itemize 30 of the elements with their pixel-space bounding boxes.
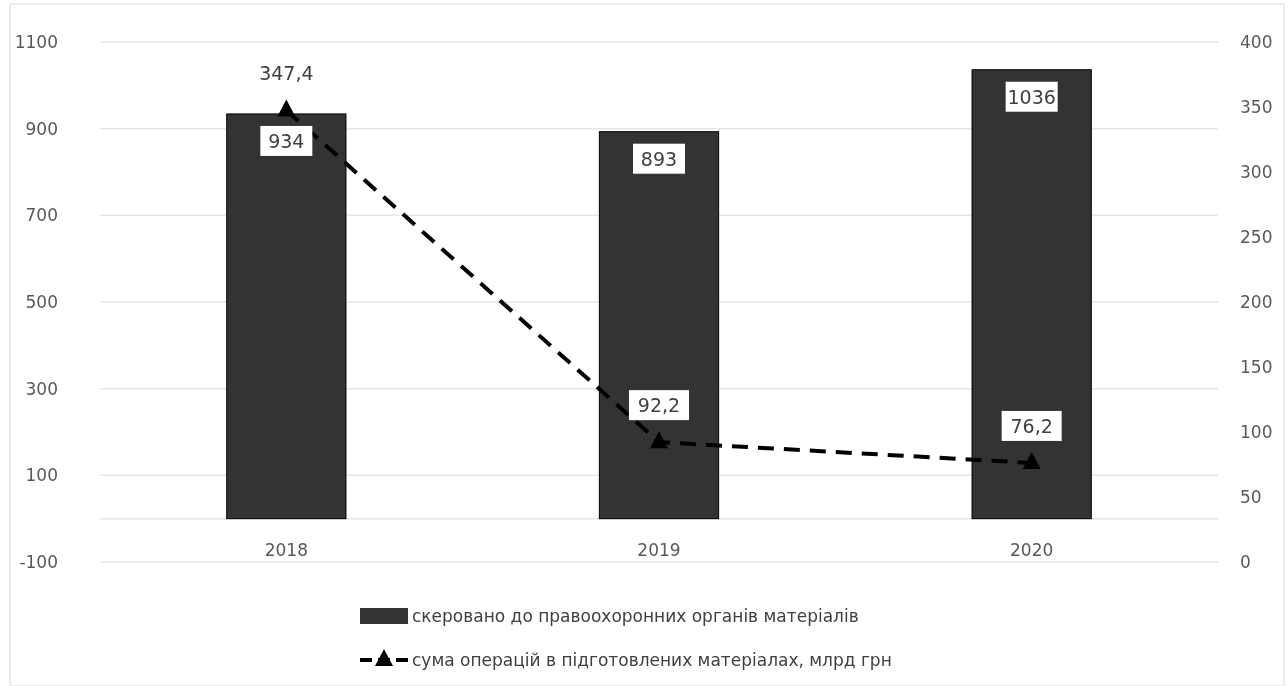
data-label: 934 <box>268 129 305 152</box>
point <box>1022 451 1041 469</box>
point <box>277 99 296 117</box>
y2-tick-label: 400 <box>1240 31 1273 52</box>
x-tick-label: 2018 <box>264 539 308 560</box>
y-tick-label: 900 <box>25 118 58 139</box>
data-label: 92,2 <box>637 394 681 417</box>
y-tick-label: 300 <box>25 378 58 399</box>
data-label: 893 <box>640 147 678 170</box>
y2-tick-label: 150 <box>1240 356 1273 377</box>
y-tick-label: 500 <box>25 291 58 312</box>
y2-tick-label: 350 <box>1240 96 1273 117</box>
legend-label: сума операцій в підготовлених матеріалах, млрд грн <box>412 649 892 670</box>
legend-label: скеровано до правоохоронних органів матеріалів <box>412 605 859 626</box>
x-tick-label: 2019 <box>637 539 681 560</box>
data-label: 347,4 <box>259 62 314 85</box>
y2-tick-label: 250 <box>1240 226 1273 247</box>
x-tick-label: 2020 <box>1010 539 1054 560</box>
y-tick-label: -100 <box>19 551 58 572</box>
y-tick-label: 100 <box>25 465 58 486</box>
y2-tick-label: 200 <box>1240 291 1273 312</box>
y2-tick-label: 100 <box>1240 421 1273 442</box>
y-tick-label: 700 <box>25 205 58 226</box>
data-label: 1036 <box>1007 85 1056 108</box>
y-tick-label: 1100 <box>14 31 58 52</box>
y2-tick-label: 300 <box>1240 161 1273 182</box>
point <box>650 431 668 449</box>
y2-tick-label: 50 <box>1240 486 1262 507</box>
data-label: 76,2 <box>1010 414 1053 437</box>
y2-tick-label: 0 <box>1240 551 1251 572</box>
